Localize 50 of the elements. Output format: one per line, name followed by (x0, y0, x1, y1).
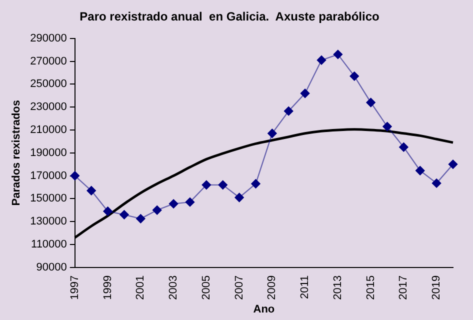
y-tick-label: 270000 (30, 55, 67, 68)
point (120, 210, 129, 220)
y-axis-title: Parados rexistrados (10, 100, 23, 206)
x-tick-label: 2013 (332, 275, 344, 300)
y-tick-label: 210000 (30, 124, 67, 136)
point (103, 206, 112, 216)
point (350, 72, 359, 81)
point (168, 199, 178, 208)
y-tick-label: 250000 (30, 78, 67, 90)
point (218, 180, 228, 190)
point (234, 192, 244, 202)
point (202, 180, 212, 190)
y-tick-label: 170000 (30, 170, 67, 182)
point (316, 56, 326, 65)
point (432, 178, 442, 188)
point (333, 50, 343, 60)
y-tick-label: 150000 (30, 192, 67, 205)
y-tick-label: 190000 (30, 146, 67, 159)
point (152, 205, 162, 215)
chart-title: Paro rexistrado anual en Galicia. Axuste parabólico (80, 10, 380, 24)
x-tick-label: 2015 (364, 275, 377, 300)
y-tick-label: 90000 (36, 261, 67, 274)
point (382, 122, 392, 132)
x-tick-label: 1997 (68, 275, 81, 300)
y-tick-label: 230000 (30, 101, 67, 114)
y-tick-label: 110000 (31, 238, 67, 250)
x-tick-label: 2017 (398, 275, 410, 300)
x-axis-title: Ano (253, 303, 275, 316)
point (136, 214, 146, 224)
point (399, 142, 408, 152)
point (416, 166, 425, 176)
x-tick-label: 2005 (200, 275, 212, 300)
point (284, 106, 294, 116)
x-tick-label: 2003 (168, 275, 180, 300)
x-tick-label: 2009 (266, 275, 278, 300)
y-tick-label: 290000 (30, 32, 67, 44)
y-tick-label: 130000 (30, 216, 67, 228)
x-tick-label: 2019 (430, 275, 443, 300)
x-tick-label: 1999 (102, 275, 114, 300)
point (251, 179, 260, 188)
point (86, 186, 96, 196)
point (366, 98, 376, 108)
x-tick-label: 2011 (299, 275, 312, 299)
point (268, 128, 277, 138)
point (185, 197, 195, 207)
x-tick-label: 2001 (134, 275, 147, 300)
point (70, 171, 80, 180)
point (300, 88, 310, 98)
x-tick-label: 2007 (233, 275, 246, 300)
point (448, 160, 458, 169)
